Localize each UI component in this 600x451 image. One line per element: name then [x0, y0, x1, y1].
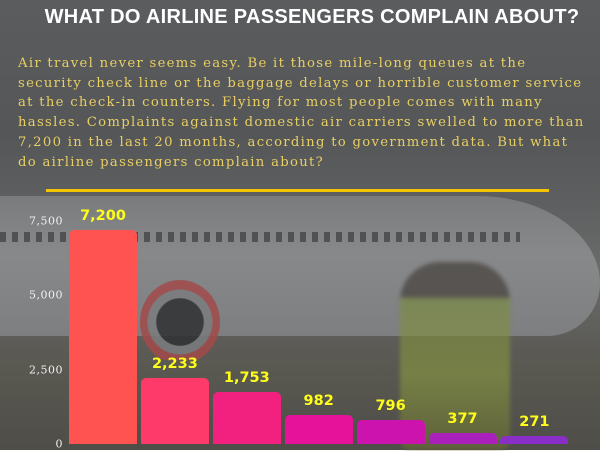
bar [140, 377, 209, 444]
bar-value-label: 982 [303, 392, 334, 409]
bar [428, 432, 497, 444]
bar-value-label: 796 [375, 398, 406, 415]
bar [69, 229, 137, 444]
airplane-engine [140, 280, 220, 364]
bar-value-label: 1,753 [223, 369, 270, 386]
bar-value-label: 377 [447, 410, 478, 427]
y-axis-tick-label: 5,000 [29, 288, 63, 302]
bar [500, 435, 569, 444]
y-axis-tick-label: 7,500 [29, 214, 63, 228]
bar-value-label: 7,200 [80, 207, 126, 224]
airplane-windows [0, 232, 520, 242]
ground-worker-photo [400, 262, 510, 450]
bar [212, 391, 281, 444]
bar [356, 420, 425, 444]
bar-value-label: 2,233 [151, 355, 198, 372]
bar-value-label: 271 [519, 413, 550, 430]
page-title: WHAT DO AIRLINE PASSENGERS COMPLAIN ABOU… [44, 6, 580, 28]
y-axis-tick-label: 0 [55, 437, 63, 451]
y-axis-tick-label: 2,500 [29, 363, 63, 377]
divider-line [46, 189, 549, 192]
intro-paragraph: Air travel never seems easy. Be it those… [18, 56, 585, 170]
bar [284, 414, 353, 444]
